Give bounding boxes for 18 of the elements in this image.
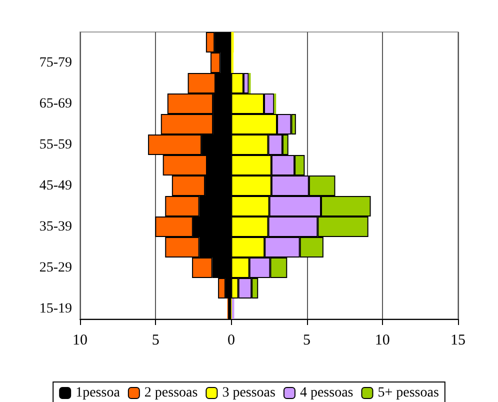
y-tick-label: 35-39: [39, 219, 72, 234]
legend-label: 2 pessoas: [144, 386, 198, 400]
x-tick-label: 10: [374, 332, 390, 348]
x-tick-label: 15: [450, 332, 466, 348]
x-tick-label: 0: [227, 332, 235, 348]
x-tick-label: 5: [152, 332, 160, 348]
legend-label: 1pessoa: [76, 386, 121, 400]
y-tick-label: 15-19: [39, 301, 72, 316]
x-tick-label: 10: [72, 332, 88, 348]
y-tick-label: 75-79: [39, 55, 72, 70]
legend-label: 4 pessoas: [300, 386, 354, 400]
y-tick-label: 65-69: [39, 96, 72, 112]
y-tick-label: 45-49: [39, 178, 72, 194]
y-tick-label: 25-29: [39, 260, 72, 276]
legend-label: 3 pessoas: [222, 386, 276, 400]
legend-label: 5+ pessoas: [378, 386, 439, 400]
y-tick-label: 55-59: [39, 137, 72, 152]
x-tick-label: 5: [303, 332, 311, 348]
